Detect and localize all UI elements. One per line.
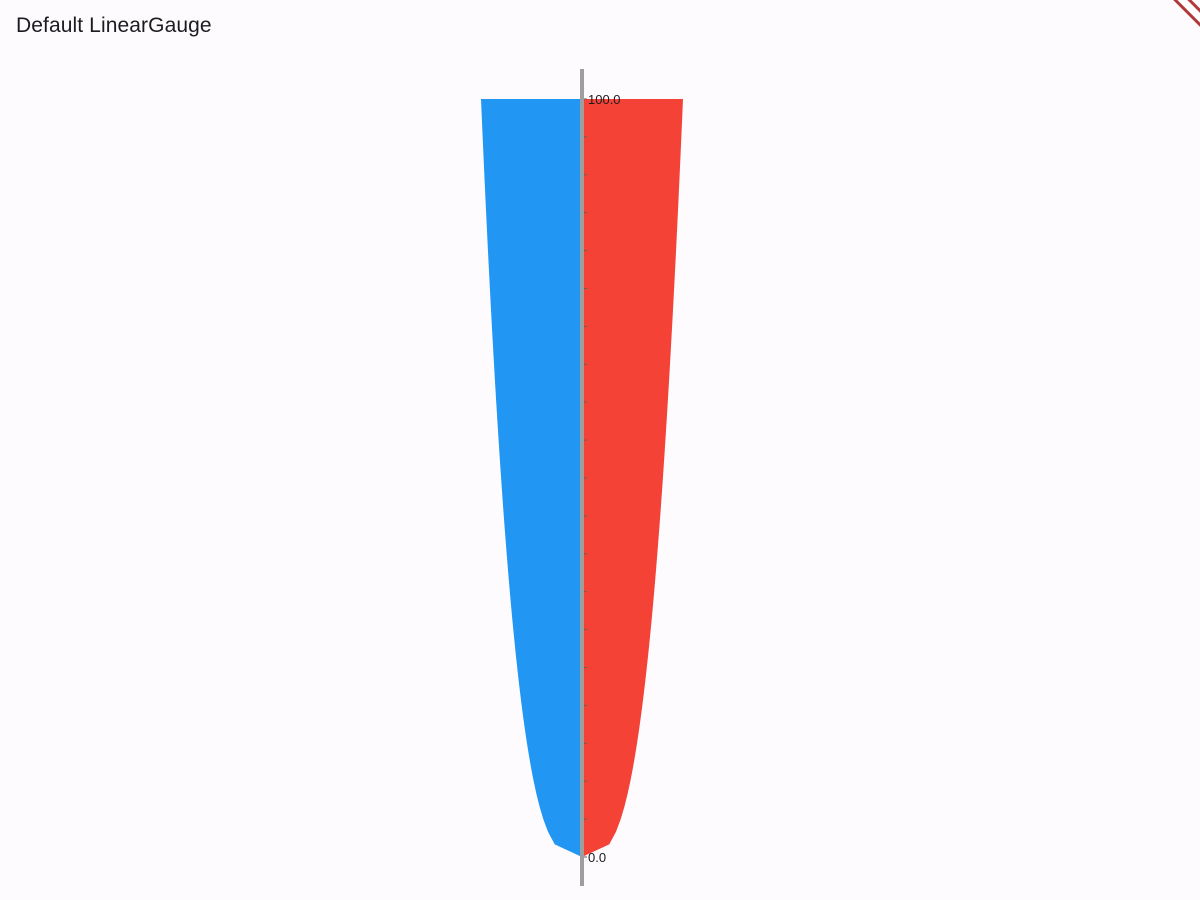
debug-banner (1140, 0, 1200, 60)
gauge-max-label: 100.0 (588, 92, 621, 107)
gauge-range-left (481, 99, 582, 857)
gauge-min-label: 0.0 (588, 850, 606, 865)
gauge-range-right (582, 99, 683, 857)
page-title: Default LinearGauge (16, 14, 212, 37)
debug-banner-stripe (1167, 0, 1200, 33)
gauge-axis-line (580, 69, 584, 886)
